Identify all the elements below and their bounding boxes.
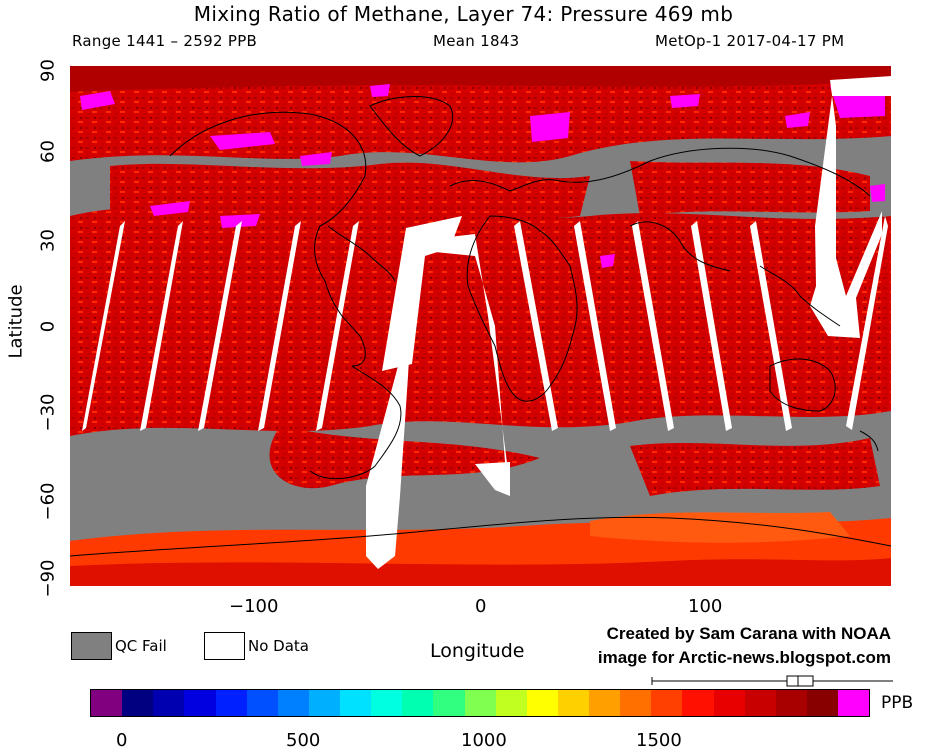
y-tick-label: 30 <box>37 229 59 252</box>
map-title: Mixing Ratio of Methane, Layer 74: Press… <box>193 2 734 26</box>
x-tick-label: 100 <box>688 596 723 617</box>
no-data-swatch <box>204 632 245 660</box>
colorbar-segment <box>91 690 123 716</box>
colorbar-tick-label: 1500 <box>636 730 682 751</box>
y-axis-label: Latitude <box>5 284 27 359</box>
mean-label: Mean 1843 <box>433 32 520 50</box>
colorbar-segment <box>838 690 870 716</box>
colorbar-segment <box>557 690 589 716</box>
x-tick-label: 0 <box>475 596 487 617</box>
colorbar-segment <box>464 690 496 716</box>
x-tick-label: −100 <box>229 596 279 617</box>
colorbar-segment <box>153 690 185 716</box>
colorbar <box>90 689 870 717</box>
colorbar-segment <box>340 690 372 716</box>
qc-fail-swatch <box>71 632 112 660</box>
colorbar-segment <box>308 690 340 716</box>
colorbar-segment <box>526 690 558 716</box>
colorbar-segment <box>246 690 278 716</box>
no-data-swaths <box>82 76 891 569</box>
colorbar-segment <box>184 690 216 716</box>
colorbar-segment <box>713 690 745 716</box>
methane-map <box>70 66 891 586</box>
colorbar-segment <box>744 690 776 716</box>
colorbar-tick-label: 500 <box>286 730 321 751</box>
colorbar-segment <box>775 690 807 716</box>
methane-field <box>70 66 891 586</box>
credit-line-2: image for Arctic-news.blogspot.com <box>597 648 891 667</box>
y-tick-label: −60 <box>37 482 59 521</box>
x-axis-label: Longitude <box>430 640 525 662</box>
coastlines <box>70 96 891 557</box>
distribution-boxplot <box>651 675 893 687</box>
credit-line-1: Created by Sam Carana with NOAA <box>606 624 891 643</box>
colorbar-segment <box>651 690 683 716</box>
colorbar-tick-label: 0 <box>116 730 128 751</box>
y-tick-label: 90 <box>37 59 59 82</box>
colorbar-segment <box>589 690 621 716</box>
satellite-date-label: MetOp-1 2017-04-17 PM <box>655 32 845 50</box>
colorbar-segment <box>402 690 434 716</box>
qc-fail-label: QC Fail <box>115 637 167 655</box>
range-label: Range 1441 – 2592 PPB <box>72 32 258 50</box>
colorbar-unit-label: PPB <box>881 693 914 713</box>
no-data-label: No Data <box>248 637 309 655</box>
colorbar-segment <box>433 690 465 716</box>
colorbar-segment <box>495 690 527 716</box>
colorbar-segment <box>806 690 838 716</box>
colorbar-segment <box>682 690 714 716</box>
y-tick-label: 0 <box>37 320 59 333</box>
y-tick-label: 60 <box>37 140 59 163</box>
colorbar-segment <box>277 690 309 716</box>
colorbar-segment <box>371 690 403 716</box>
y-tick-label: −30 <box>37 393 59 432</box>
y-tick-label: −90 <box>37 559 59 598</box>
colorbar-segment <box>215 690 247 716</box>
colorbar-tick-label: 1000 <box>461 730 507 751</box>
colorbar-segment <box>620 690 652 716</box>
colorbar-segment <box>122 690 154 716</box>
